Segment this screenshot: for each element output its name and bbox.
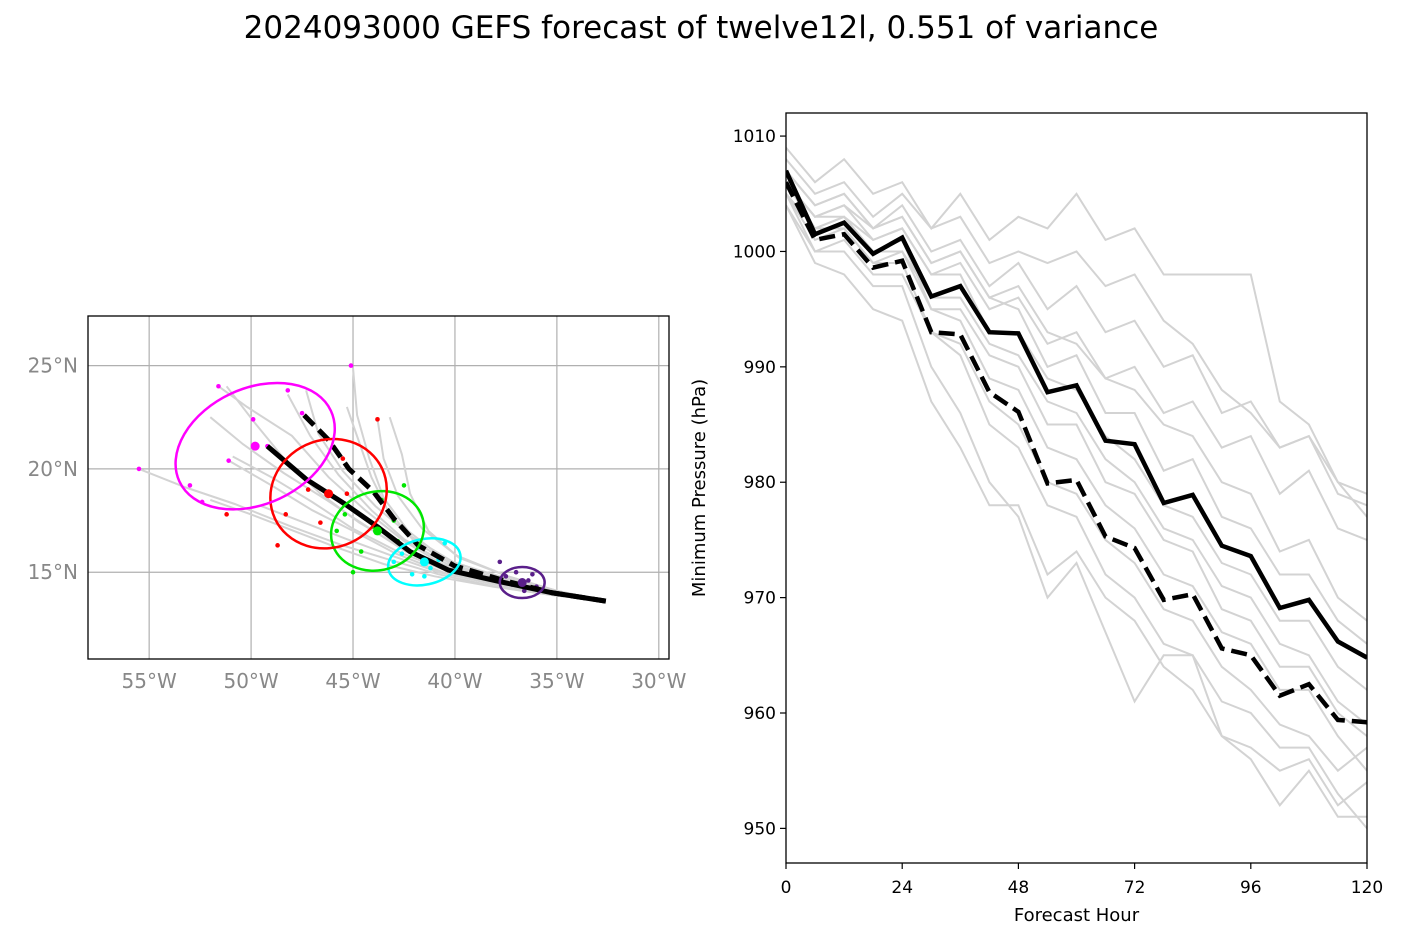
uncertainty-ellipse bbox=[329, 489, 426, 572]
map-plot-area bbox=[88, 316, 669, 659]
ensemble-position-dot bbox=[401, 483, 407, 488]
map-frame bbox=[87, 315, 670, 660]
pressure-y-tick-label: 950 bbox=[744, 819, 776, 839]
ensemble-position-dot bbox=[216, 383, 221, 389]
ensemble-position-dot bbox=[226, 458, 231, 463]
pressure-x-tick-label: 72 bbox=[1124, 878, 1146, 898]
pressure-x-tick-label: 0 bbox=[781, 878, 792, 898]
ensemble-position-dot bbox=[305, 487, 311, 492]
ensemble-position-dot bbox=[250, 417, 256, 422]
mean-pressure-line bbox=[786, 169, 1367, 660]
ensemble-pressure-line bbox=[786, 193, 1367, 830]
map-panel: 55°W 50°W 45°W 40°W 35°W 30°W 15°N 20°N 25°N bbox=[28, 315, 687, 693]
map-x-tick-label: 35°W bbox=[529, 669, 584, 693]
ensemble-pressure-line bbox=[786, 204, 1367, 807]
ensemble-track bbox=[260, 505, 606, 603]
ensemble-position-dot bbox=[187, 483, 193, 488]
ensemble-position-dot bbox=[513, 569, 519, 575]
ellipse-center-dot bbox=[419, 557, 429, 567]
ensemble-pressure-line bbox=[786, 181, 1367, 541]
map-x-tick-label: 50°W bbox=[223, 669, 278, 693]
ensemble-position-dot bbox=[299, 410, 305, 416]
map-x-tick-label: 45°W bbox=[325, 669, 380, 693]
ensemble-track bbox=[138, 467, 606, 603]
x-axis-label: Forecast Hour bbox=[1014, 905, 1140, 926]
pressure-x-tick-label: 48 bbox=[1008, 878, 1030, 898]
uncertainty-ellipse bbox=[269, 437, 388, 550]
ensemble-position-dot bbox=[521, 588, 527, 594]
map-y-tick-label: 20°N bbox=[28, 457, 78, 481]
pressure-x-tick-label: 120 bbox=[1351, 878, 1383, 898]
ensemble-position-dot bbox=[530, 571, 535, 577]
map-x-tick-label: 30°W bbox=[631, 669, 686, 693]
ensemble-position-dot bbox=[340, 456, 346, 461]
ensemble-track bbox=[228, 459, 606, 603]
ensemble-pressure-line bbox=[786, 146, 1367, 495]
ensemble-pressure-line bbox=[786, 193, 1367, 818]
pressure-y-tick-label: 980 bbox=[744, 473, 776, 493]
ensemble-position-dot bbox=[375, 417, 380, 422]
pressure-y-tick-label: 960 bbox=[744, 704, 776, 724]
map-x-tick-label: 55°W bbox=[122, 669, 177, 693]
ensemble-position-dot bbox=[399, 551, 405, 556]
ellipse-center-dot bbox=[324, 489, 334, 499]
ensemble-pressure-line bbox=[786, 181, 1367, 645]
map-y-tick-label: 25°N bbox=[28, 354, 78, 378]
ensemble-pressure-line bbox=[786, 158, 1367, 518]
ensemble-position-dot bbox=[358, 549, 364, 554]
ensemble-pressure-line bbox=[786, 193, 1367, 737]
figure-title: 2024093000 GEFS forecast of twelve12l, 0… bbox=[243, 10, 1159, 46]
ensemble-track bbox=[217, 385, 606, 603]
uncertainty-ellipse bbox=[174, 381, 337, 511]
ensemble-position-dot bbox=[136, 466, 142, 472]
ensemble-position-dot bbox=[334, 528, 340, 534]
ensemble-position-dot bbox=[283, 512, 289, 517]
ensemble-position-dot bbox=[342, 512, 348, 517]
ensemble-position-dot bbox=[275, 543, 280, 548]
pressure-frame bbox=[785, 112, 1368, 864]
y-axis-label: Minimum Pressure (hPa) bbox=[689, 379, 710, 597]
map-y-tick-label: 15°N bbox=[28, 560, 78, 584]
dashed-pressure-line bbox=[786, 181, 1367, 725]
ensemble-position-dot bbox=[344, 491, 350, 496]
ensemble-position-dot bbox=[348, 363, 354, 368]
ellipse-center-dot bbox=[372, 526, 382, 536]
ensemble-position-dot bbox=[442, 540, 448, 546]
ensemble-position-dot bbox=[497, 559, 503, 565]
pressure-x-tick-label: 96 bbox=[1240, 878, 1262, 898]
ensemble-position-dot bbox=[526, 578, 531, 583]
ensemble-position-dot bbox=[428, 565, 433, 571]
ensemble-position-dot bbox=[350, 569, 356, 575]
pressure-x-tick-label: 24 bbox=[891, 878, 913, 898]
ensemble-pressure-line bbox=[786, 181, 1367, 691]
pressure-y-tick-label: 990 bbox=[744, 358, 776, 378]
ellipse-center-dot bbox=[250, 441, 260, 451]
pressure-y-tick-label: 970 bbox=[744, 589, 776, 609]
ensemble-position-dot bbox=[409, 571, 415, 577]
ensemble-position-dot bbox=[503, 574, 509, 579]
pressure-plot-area bbox=[786, 146, 1367, 830]
pressure-y-tick-label: 1010 bbox=[733, 127, 776, 147]
ensemble-position-dot bbox=[422, 574, 427, 579]
ensemble-pressure-line bbox=[786, 181, 1367, 772]
ensemble-position-dot bbox=[285, 388, 291, 393]
map-x-tick-label: 40°W bbox=[427, 669, 482, 693]
ensemble-position-dot bbox=[318, 520, 323, 525]
ensemble-pressure-line bbox=[786, 193, 1367, 726]
uncertainty-ellipse bbox=[498, 565, 546, 600]
dashed-track bbox=[300, 411, 607, 604]
ensemble-position-dot bbox=[391, 559, 397, 565]
ensemble-pressure-line bbox=[786, 204, 1367, 773]
pressure-panel: 0 24 48 72 96 120 950 960 970 980 990 1000 1010 Forec… bbox=[689, 112, 1383, 926]
ensemble-position-dot bbox=[224, 512, 229, 517]
ellipse-center-dot bbox=[517, 578, 527, 588]
pressure-y-tick-label: 1000 bbox=[733, 242, 776, 262]
ensemble-pressure-line bbox=[786, 170, 1367, 507]
